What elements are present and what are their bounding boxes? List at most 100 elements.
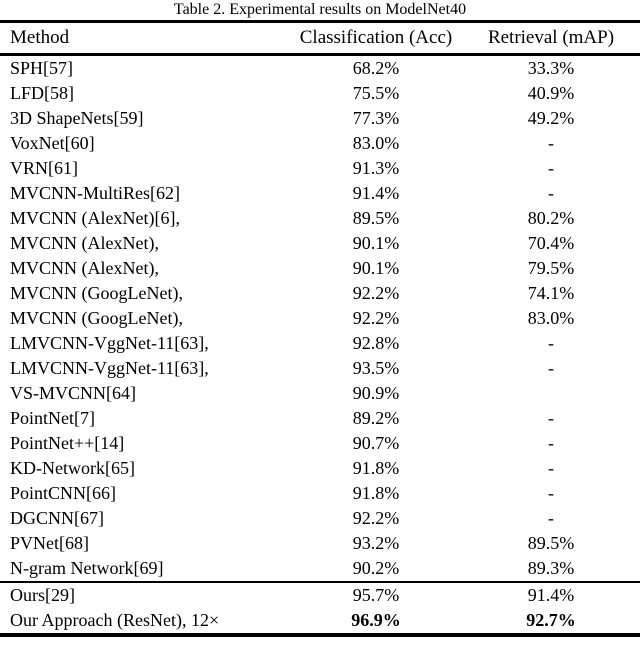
column-header-retrieval-map: Retrieval (mAP)	[487, 27, 615, 48]
method-cell: Ours[29]	[10, 585, 75, 605]
acc-cell: 90.7%	[352, 433, 400, 453]
map-cell: -	[548, 408, 554, 428]
method-cell: VRN[61]	[10, 158, 78, 178]
map-cell: -	[548, 133, 554, 153]
table-row: SPH[57] 68.2% 33.3%	[0, 55, 640, 82]
table-row: MVCNN (GoogLeNet), 92.2% 74.1%	[0, 281, 640, 306]
acc-cell: 91.4%	[352, 183, 400, 203]
method-cell: 3D ShapeNets[59]	[10, 108, 144, 128]
table-row: KD-Network[65] 91.8% -	[0, 456, 640, 481]
column-header-classification-acc: Classification (Acc)	[299, 27, 453, 48]
method-cell: MVCNN-MultiRes[62]	[10, 183, 180, 203]
table-body-main: SPH[57] 68.2% 33.3% LFD[58] 75.5% 40.9% …	[0, 55, 640, 583]
column-header-method: Method	[10, 27, 70, 48]
method-cell: Our Approach (ResNet), 12×	[10, 610, 220, 630]
table-row: DGCNN[67] 92.2% -	[0, 506, 640, 531]
map-cell: 74.1%	[527, 283, 575, 303]
map-cell: 70.4%	[527, 233, 575, 253]
map-cell: 40.9%	[527, 83, 575, 103]
map-cell: 79.5%	[527, 258, 575, 278]
map-cell	[462, 381, 640, 406]
map-cell: -	[548, 333, 554, 353]
map-cell: 89.3%	[527, 558, 575, 578]
method-cell: PointNet++[14]	[10, 433, 125, 453]
method-cell: MVCNN (AlexNet),	[10, 258, 159, 278]
table-row: PVNet[68] 93.2% 89.5%	[0, 531, 640, 556]
table-row: Ours[29] 95.7% 91.4%	[0, 582, 640, 608]
acc-cell: 75.5%	[352, 83, 400, 103]
table-header: Method Classification (Acc) Retrieval (m…	[0, 22, 640, 55]
method-cell: PointNet[7]	[10, 408, 95, 428]
map-cell: -	[548, 433, 554, 453]
method-cell: LMVCNN-VggNet-11[63],	[10, 333, 209, 353]
method-cell: LMVCNN-VggNet-11[63],	[10, 358, 209, 378]
acc-cell: 96.9%	[351, 610, 401, 630]
map-cell: 49.2%	[527, 108, 575, 128]
acc-cell: 89.2%	[352, 408, 400, 428]
map-cell: -	[548, 508, 554, 528]
table-row: MVCNN-MultiRes[62] 91.4% -	[0, 181, 640, 206]
map-cell: -	[548, 458, 554, 478]
table-row: LMVCNN-VggNet-11[63], 93.5% -	[0, 356, 640, 381]
header-row: Method Classification (Acc) Retrieval (m…	[0, 22, 640, 55]
method-cell: DGCNN[67]	[10, 508, 104, 528]
method-cell: MVCNN (AlexNet),	[10, 233, 159, 253]
method-cell: N-gram Network[69]	[10, 558, 164, 578]
acc-cell: 91.8%	[352, 458, 400, 478]
acc-cell: 93.5%	[352, 358, 400, 378]
acc-cell: 68.2%	[352, 58, 400, 78]
map-cell: -	[548, 183, 554, 203]
acc-cell: 90.1%	[352, 233, 400, 253]
acc-cell: 90.9%	[352, 383, 400, 403]
table-row: PointNet++[14] 90.7% -	[0, 431, 640, 456]
map-cell: 80.2%	[527, 208, 575, 228]
acc-cell: 90.1%	[352, 258, 400, 278]
method-cell: VS-MVCNN[64]	[10, 383, 136, 403]
acc-cell: 92.2%	[352, 283, 400, 303]
method-cell: PointCNN[66]	[10, 483, 117, 503]
acc-cell: 92.2%	[352, 508, 400, 528]
table-row: LMVCNN-VggNet-11[63], 92.8% -	[0, 331, 640, 356]
method-cell: SPH[57]	[10, 58, 74, 78]
table-row: VoxNet[60] 83.0% -	[0, 131, 640, 156]
map-cell: 91.4%	[527, 585, 575, 605]
method-cell: MVCNN (AlexNet)[6],	[10, 208, 180, 228]
acc-cell: 92.2%	[352, 308, 400, 328]
acc-cell: 89.5%	[352, 208, 400, 228]
map-cell: 33.3%	[527, 58, 575, 78]
acc-cell: 95.7%	[352, 585, 400, 605]
acc-cell: 83.0%	[352, 133, 400, 153]
map-cell: -	[548, 358, 554, 378]
table-row: MVCNN (GoogLeNet), 92.2% 83.0%	[0, 306, 640, 331]
method-cell: PVNet[68]	[10, 533, 89, 553]
method-cell: VoxNet[60]	[10, 133, 95, 153]
method-cell: KD-Network[65]	[10, 458, 135, 478]
method-cell: MVCNN (GoogLeNet),	[10, 308, 183, 328]
table-row: PointCNN[66] 91.8% -	[0, 481, 640, 506]
table-row: MVCNN (AlexNet)[6], 89.5% 80.2%	[0, 206, 640, 231]
map-cell: 83.0%	[527, 308, 575, 328]
table-row: N-gram Network[69] 90.2% 89.3%	[0, 556, 640, 582]
table-row: MVCNN (AlexNet), 90.1% 70.4%	[0, 231, 640, 256]
acc-cell: 90.2%	[352, 558, 400, 578]
acc-cell: 91.8%	[352, 483, 400, 503]
table-row: VRN[61] 91.3% -	[0, 156, 640, 181]
table-body-ours: Ours[29] 95.7% 91.4% Our Approach (ResNe…	[0, 582, 640, 635]
map-cell: 92.7%	[526, 610, 576, 630]
map-cell: -	[548, 483, 554, 503]
table-row: 3D ShapeNets[59] 77.3% 49.2%	[0, 106, 640, 131]
table-row: VS-MVCNN[64] 90.9%	[0, 381, 640, 406]
map-cell: -	[548, 158, 554, 178]
table-row: PointNet[7] 89.2% -	[0, 406, 640, 431]
acc-cell: 92.8%	[352, 333, 400, 353]
results-table: Method Classification (Acc) Retrieval (m…	[0, 20, 640, 637]
acc-cell: 91.3%	[352, 158, 400, 178]
table-caption: Table 2. Experimental results on ModelNe…	[173, 1, 467, 18]
method-cell: MVCNN (GoogLeNet),	[10, 283, 183, 303]
acc-cell: 93.2%	[352, 533, 400, 553]
method-cell: LFD[58]	[10, 83, 74, 103]
table-row: Our Approach (ResNet), 12× 96.9% 92.7%	[0, 608, 640, 635]
acc-cell: 77.3%	[352, 108, 400, 128]
table-row: MVCNN (AlexNet), 90.1% 79.5%	[0, 256, 640, 281]
table-row: LFD[58] 75.5% 40.9%	[0, 81, 640, 106]
